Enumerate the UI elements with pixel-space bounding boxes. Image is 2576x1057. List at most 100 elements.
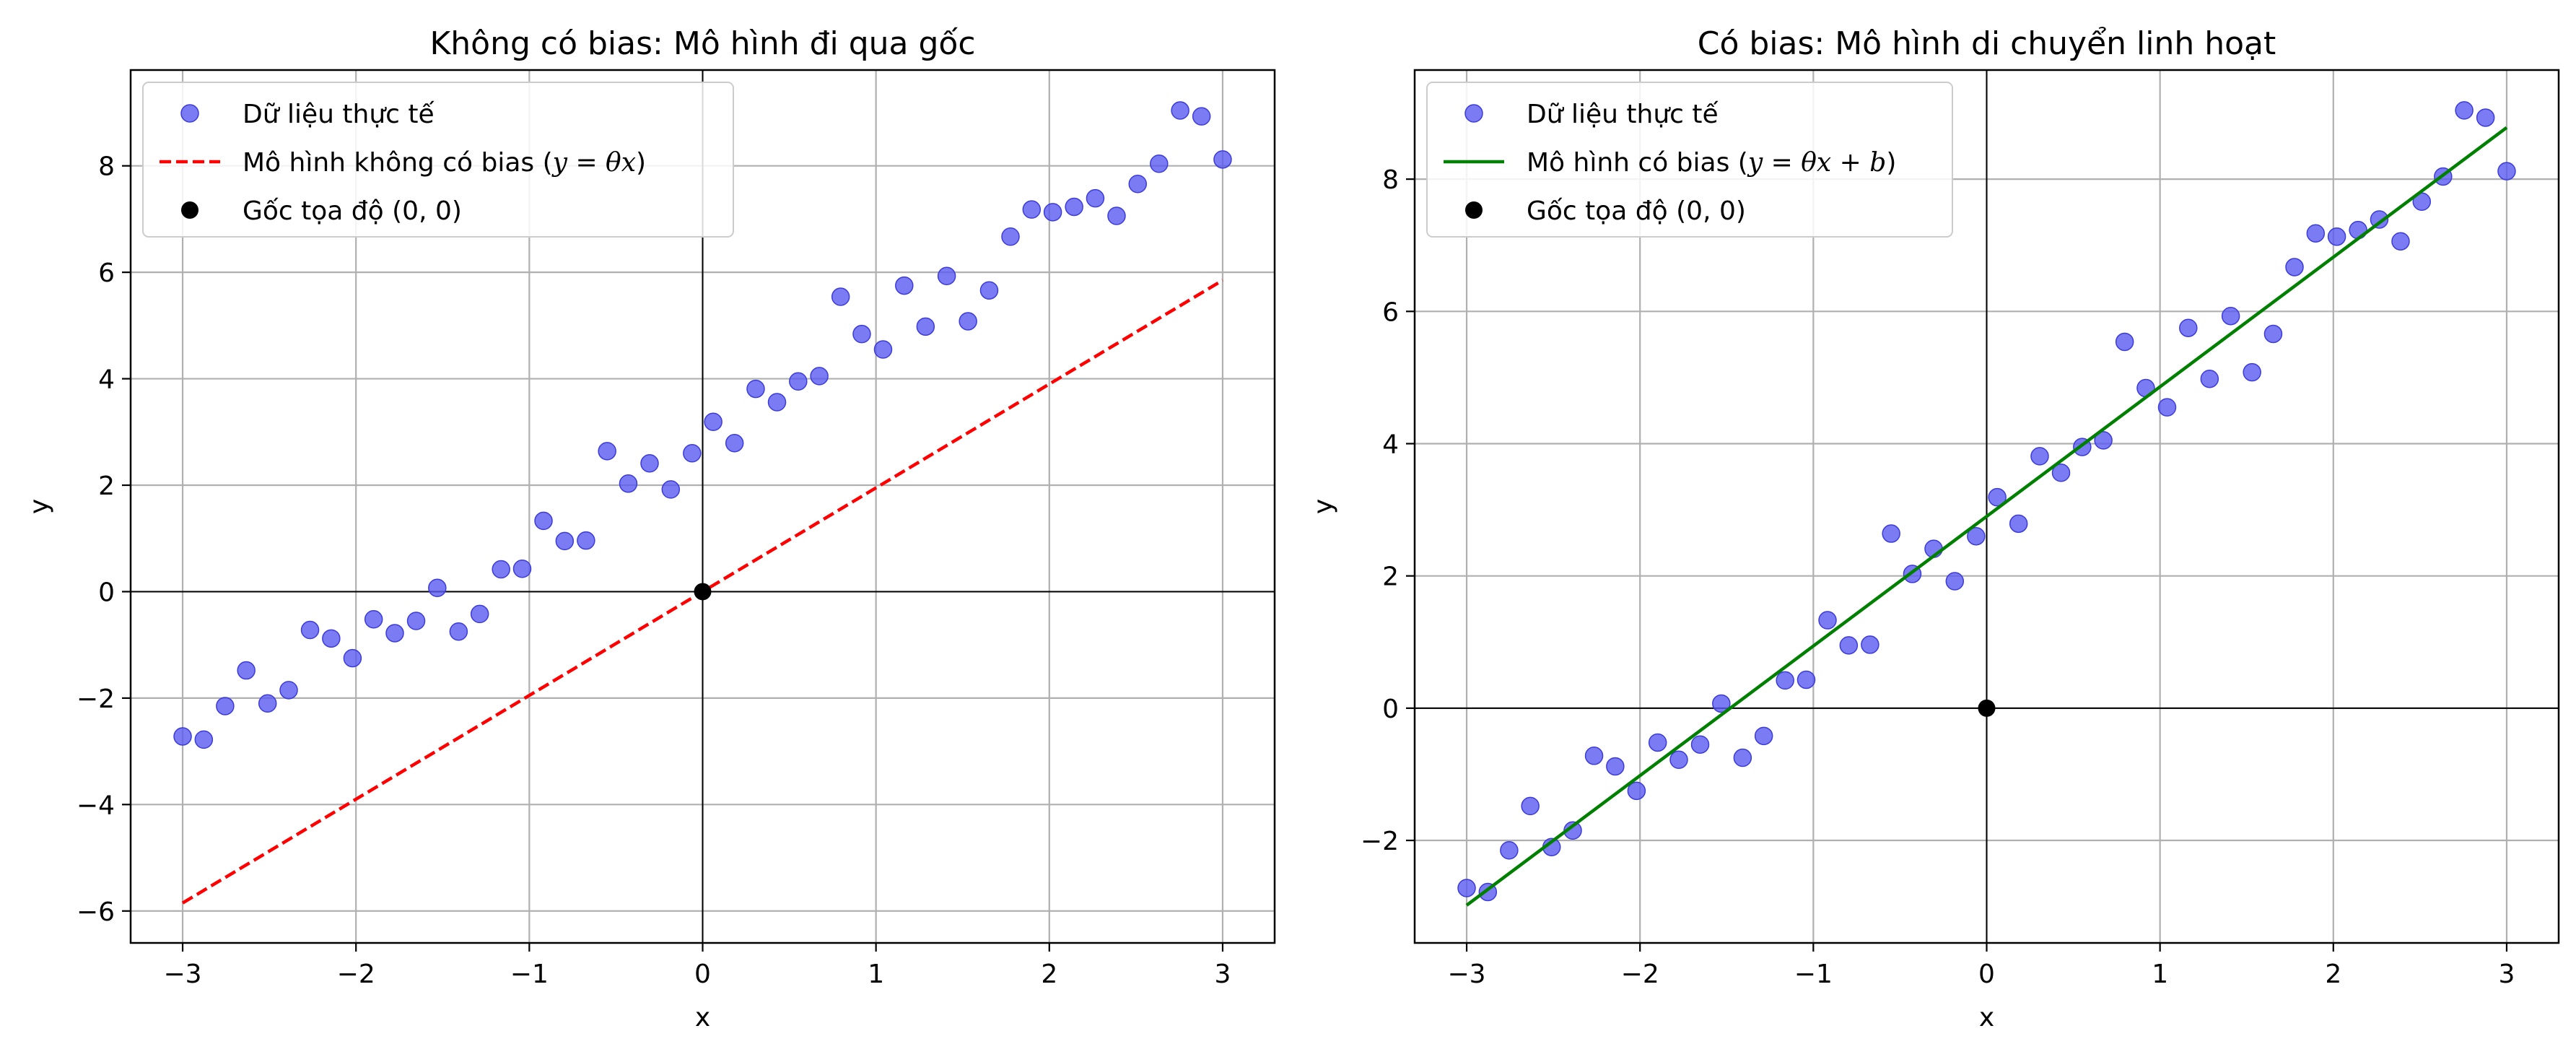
data-point	[1128, 175, 1148, 193]
x-tick-label: −2	[1621, 960, 1659, 989]
data-point	[1967, 526, 1986, 546]
data-point	[1022, 200, 1042, 219]
data-point	[2243, 362, 2261, 382]
data-point	[746, 379, 765, 399]
data-point	[300, 620, 320, 640]
y-tick-label: −2	[77, 684, 115, 714]
legend-marker-data	[1464, 104, 1483, 123]
data-point	[1065, 197, 1083, 217]
data-point	[1150, 154, 1169, 173]
data-point	[1733, 748, 1752, 767]
data-point	[1712, 694, 1731, 713]
y-axis-label: y	[1309, 499, 1338, 514]
data-point	[1669, 750, 1688, 770]
data-point	[2009, 514, 2028, 534]
data-point	[1584, 747, 1604, 765]
legend: Dữ liệu thực tế Mô hình có bias (y = θx +…	[1426, 82, 1953, 238]
legend-marker-origin	[1465, 201, 1483, 219]
x-tick-label: −3	[1448, 960, 1486, 989]
data-point	[2327, 227, 2346, 246]
data-point	[937, 266, 956, 286]
legend-label: Gốc tọa độ (0, 0)	[243, 196, 462, 226]
data-point	[449, 622, 468, 641]
legend-marker-data	[180, 104, 199, 123]
data-point	[852, 324, 871, 344]
data-point	[1796, 670, 1816, 690]
y-axis-label: y	[25, 499, 54, 514]
data-point	[810, 367, 829, 386]
data-point	[619, 474, 638, 493]
data-point	[322, 629, 341, 648]
data-point	[1861, 635, 1879, 654]
data-point	[2263, 324, 2283, 344]
data-point	[492, 560, 510, 579]
data-point	[2094, 431, 2113, 450]
data-point	[1606, 757, 1625, 776]
data-point	[1988, 487, 2007, 507]
x-tick-label: 1	[2152, 960, 2168, 989]
data-point	[1192, 107, 1211, 126]
data-point	[2370, 210, 2389, 229]
x-tick-label: 3	[2499, 960, 2515, 989]
x-tick-label: 2	[1041, 960, 1057, 989]
y-tick-label: −6	[77, 897, 115, 927]
y-tick-label: 0	[98, 578, 115, 607]
legend-box	[142, 82, 734, 238]
data-point	[979, 281, 999, 300]
data-point	[470, 604, 489, 624]
data-point	[725, 434, 744, 453]
data-point	[1818, 611, 1837, 630]
y-tick-label: 6	[1382, 297, 1399, 327]
data-point	[2157, 398, 2177, 417]
y-tick-label: 8	[1382, 165, 1399, 195]
legend-label-suffix: )	[636, 148, 646, 178]
legend-label-text: Mô hình có bias (	[1527, 148, 1748, 178]
y-tick-label: 8	[98, 152, 115, 182]
chart-title: Có bias: Mô hình di chuyển linh hoạt	[1698, 25, 2276, 62]
chart-left: −3 −2 −1 0 1 2 3 −6 −4 −2 0 2 4 6 8 Không có bias: Mô h…	[25, 25, 1276, 1032]
data-point	[831, 287, 850, 306]
data-point	[1776, 671, 1794, 690]
legend-label-math: y = θx	[551, 148, 636, 178]
legend-label-text: Mô hình không có bias (	[243, 148, 553, 178]
data-point	[1213, 150, 1232, 169]
data-point	[916, 317, 935, 336]
legend-label: Gốc tọa độ (0, 0)	[1527, 196, 1746, 226]
x-tick-label: −3	[164, 960, 202, 989]
data-point	[279, 681, 298, 700]
data-point	[534, 511, 553, 531]
data-point	[512, 560, 532, 578]
chart-title: Không có bias: Mô hình đi qua gốc	[429, 25, 975, 62]
data-point	[2115, 332, 2134, 352]
data-point	[704, 412, 722, 432]
y-tick-label: 4	[98, 365, 115, 395]
origin-point	[694, 583, 712, 601]
data-point	[661, 480, 681, 499]
data-point	[577, 531, 595, 550]
data-point	[2285, 258, 2304, 277]
data-point	[343, 648, 362, 668]
x-tick-label: 0	[694, 960, 711, 989]
data-point	[789, 372, 808, 391]
legend-label-suffix: )	[1886, 148, 1896, 178]
legend-label-math: y = θx + b	[1747, 148, 1886, 178]
data-point	[194, 730, 214, 749]
y-tick-label: 0	[1382, 695, 1399, 724]
data-point	[1627, 781, 1646, 801]
y-tick-label: −4	[77, 791, 115, 820]
legend-marker-origin	[181, 201, 198, 219]
data-point	[428, 578, 447, 598]
data-point	[2455, 101, 2474, 120]
y-tick-label: 2	[1382, 562, 1399, 592]
data-point	[873, 340, 893, 359]
data-point	[1945, 572, 1965, 591]
data-point	[1754, 726, 1773, 746]
x-tick-label: −1	[510, 960, 549, 989]
data-point	[1171, 101, 1189, 120]
data-point	[2030, 447, 2049, 466]
data-point	[1839, 636, 1859, 655]
data-point	[2306, 224, 2326, 243]
data-point	[2200, 369, 2219, 388]
data-point	[598, 442, 616, 461]
